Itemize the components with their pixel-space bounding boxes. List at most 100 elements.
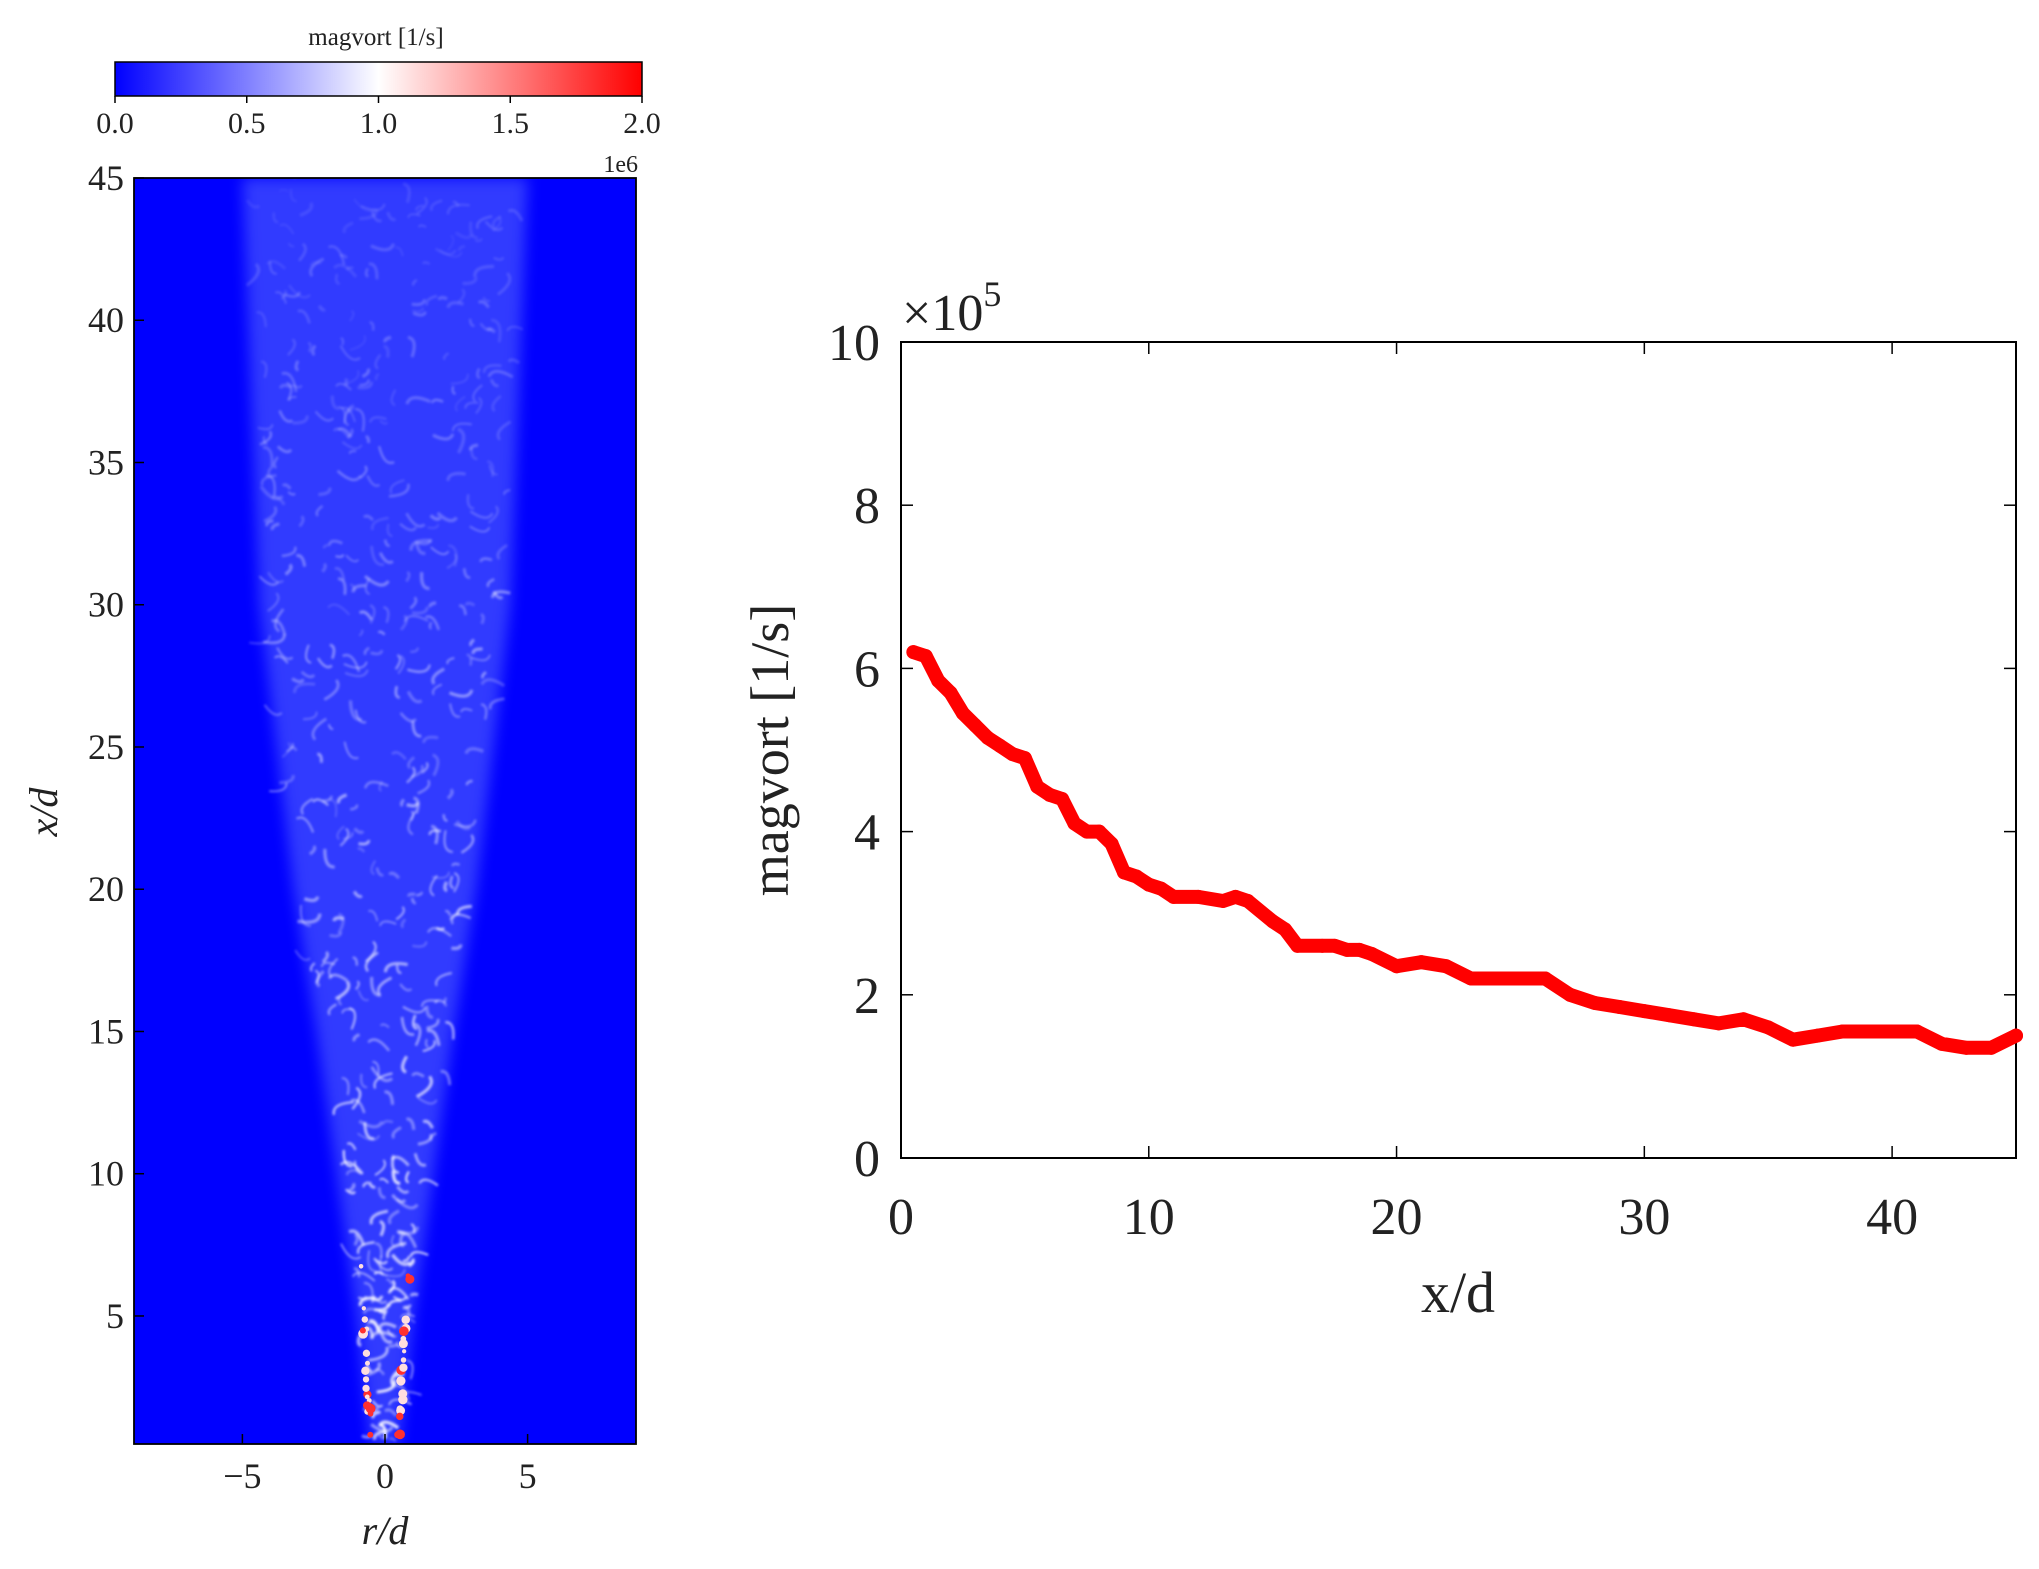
vortex-filament bbox=[335, 554, 345, 558]
vortex-filament bbox=[364, 267, 369, 278]
vortex-filament bbox=[390, 389, 397, 407]
vortex-filament bbox=[490, 590, 511, 599]
vortex-filament bbox=[371, 1400, 383, 1408]
magvort-data-point bbox=[931, 673, 946, 688]
line-x-tick-label: 30 bbox=[1618, 1189, 1670, 1246]
vortex-filament bbox=[471, 647, 483, 655]
vortex-filament bbox=[346, 1142, 357, 1151]
heatmap-y-tick-label: 25 bbox=[88, 727, 124, 767]
vortex-filament bbox=[388, 1437, 397, 1442]
vortex-filament bbox=[345, 1169, 360, 1176]
vortex-filament bbox=[464, 747, 484, 755]
shear-layer-spot bbox=[362, 1384, 370, 1392]
vortex-filament bbox=[298, 515, 305, 528]
vortex-filament bbox=[389, 479, 405, 494]
vortex-filament bbox=[321, 562, 327, 573]
vortex-filament bbox=[358, 610, 373, 621]
magvort-data-point bbox=[1736, 1012, 1751, 1027]
vortex-filament bbox=[293, 682, 316, 694]
vortex-filament bbox=[367, 1181, 376, 1189]
vortex-filament bbox=[315, 504, 324, 517]
vortex-filament bbox=[469, 510, 494, 519]
vortex-filament bbox=[364, 577, 371, 596]
vortex-filament bbox=[425, 1005, 434, 1019]
magvort-series-points bbox=[906, 645, 2023, 1055]
magvort-data-point bbox=[1538, 971, 1553, 986]
vortex-filament bbox=[340, 337, 344, 346]
magvort-data-point bbox=[1042, 787, 1057, 802]
vortex-filament bbox=[405, 396, 432, 405]
vortex-filament bbox=[348, 700, 363, 722]
vortex-filament bbox=[281, 483, 292, 490]
vortex-filament bbox=[406, 1359, 414, 1380]
vortex-filament bbox=[303, 896, 320, 903]
heatmap-axes: −5 0 5 5 10 15 20 25 30 35 40 45 bbox=[88, 158, 537, 1496]
vortex-filament bbox=[271, 619, 287, 636]
vortex-filament bbox=[349, 310, 355, 322]
vortex-filament bbox=[365, 435, 371, 444]
vortex-filament bbox=[309, 962, 316, 972]
magvort-data-point bbox=[1067, 816, 1082, 831]
vortex-filament bbox=[343, 405, 352, 427]
vortex-filament bbox=[388, 483, 410, 498]
magvort-data-point bbox=[1909, 1024, 1924, 1039]
vortex-filament bbox=[388, 1341, 399, 1348]
vortex-filament bbox=[287, 242, 295, 248]
vortex-filament bbox=[411, 1072, 425, 1078]
vortex-filament bbox=[379, 1255, 388, 1277]
vortex-filament bbox=[442, 814, 448, 822]
vortex-filament bbox=[429, 1131, 437, 1142]
magvort-data-point bbox=[1228, 889, 1243, 904]
vortex-filament bbox=[340, 1243, 362, 1260]
vortex-filament bbox=[432, 753, 440, 777]
vortex-filament bbox=[393, 1296, 407, 1301]
vortex-filament bbox=[409, 1292, 419, 1297]
vortex-filament bbox=[272, 212, 279, 224]
vortex-filament bbox=[276, 647, 294, 660]
shear-layer-spot bbox=[358, 1263, 364, 1269]
vortex-filament bbox=[364, 780, 389, 789]
vortex-filament bbox=[456, 904, 472, 916]
jet-plume-envelope bbox=[242, 178, 528, 1444]
vortex-filament bbox=[396, 1185, 410, 1194]
vortex-filament bbox=[348, 1229, 366, 1246]
vortex-filament bbox=[451, 422, 472, 432]
vortex-filament bbox=[416, 196, 428, 215]
magvort-data-point bbox=[1488, 971, 1503, 986]
magvort-data-point bbox=[1092, 824, 1107, 839]
vortex-filament bbox=[383, 335, 392, 343]
vortex-filament bbox=[307, 341, 312, 353]
vortex-filament bbox=[368, 1346, 389, 1362]
shear-layer-spot bbox=[362, 1376, 370, 1383]
vortex-filament bbox=[507, 358, 521, 365]
vortex-filament bbox=[256, 311, 267, 328]
vortex-filament bbox=[323, 679, 340, 701]
shear-layer-spot bbox=[405, 1274, 415, 1284]
vortex-filament bbox=[395, 1198, 419, 1210]
vortex-filament bbox=[311, 717, 327, 741]
vortex-filament bbox=[465, 779, 473, 786]
vortex-filament bbox=[375, 867, 384, 877]
vortex-filament bbox=[380, 1023, 390, 1029]
magvort-data-point bbox=[1104, 836, 1119, 851]
vortex-filament bbox=[372, 1060, 380, 1077]
vortex-filament bbox=[327, 603, 351, 616]
vortex-filament bbox=[449, 703, 461, 718]
colorbar-tick-label: 0.0 bbox=[96, 107, 134, 140]
vortex-filament bbox=[457, 427, 466, 454]
vortex-filament bbox=[487, 460, 495, 478]
line-chart-x-axis-label: x/d bbox=[1421, 1260, 1495, 1325]
vortex-filament bbox=[391, 1155, 400, 1174]
vortex-filament bbox=[406, 690, 423, 704]
vortex-filament bbox=[395, 964, 402, 975]
shear-layer-spot bbox=[364, 1394, 370, 1400]
vortex-filament bbox=[438, 249, 463, 258]
magvort-data-point bbox=[1513, 971, 1528, 986]
magvort-data-point bbox=[1885, 1024, 1900, 1039]
vortex-filament bbox=[393, 1383, 411, 1401]
vortex-filament bbox=[358, 629, 364, 637]
vortex-filament bbox=[375, 1242, 383, 1258]
magvort-data-point bbox=[1984, 1040, 1999, 1055]
vortex-filament bbox=[317, 752, 323, 763]
vortex-filament bbox=[370, 243, 395, 252]
